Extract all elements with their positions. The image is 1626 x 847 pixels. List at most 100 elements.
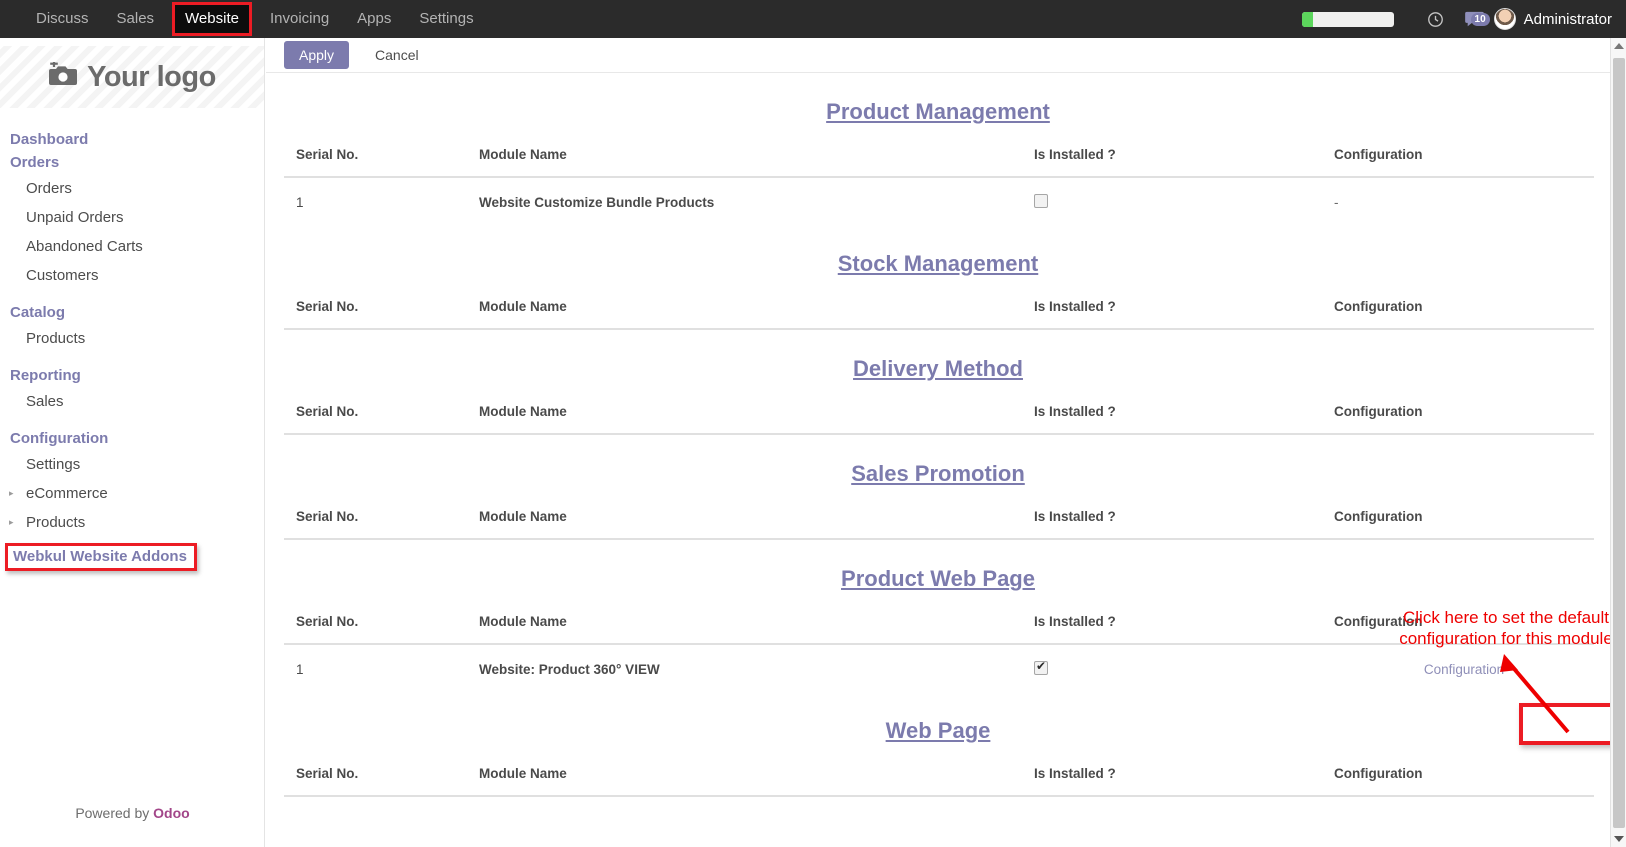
chevron-right-icon: ▸ [9,517,14,527]
sidebar-item-abandoned-carts[interactable]: Abandoned Carts [26,238,143,255]
sidebar-header-configuration[interactable]: Configuration [10,430,109,447]
cell-module-name: Website: Product 360° VIEW [479,662,660,677]
sidebar-header-dashboard[interactable]: Dashboard [10,131,89,148]
apply-button[interactable]: Apply [284,41,350,69]
sidebar-item-ecommerce[interactable]: ▸ eCommerce [0,479,264,508]
table-row: 1 Website Customize Bundle Products - [284,177,1594,225]
table-header-serial: Serial No. [284,141,479,178]
messages-button[interactable]: 10 [1464,11,1490,28]
section-title: Product Web Page [841,566,1035,591]
configuration-link[interactable]: Configuration [1423,662,1505,677]
table-header-configuration: Configuration [1334,608,1594,645]
modules-table: Serial No. Module Name Is Installed ? Confi… [284,141,1594,225]
nav-item-invoicing[interactable]: Invoicing [269,10,330,27]
avatar[interactable] [1493,8,1516,30]
table-header-configuration: Configuration [1334,293,1594,330]
installed-checkbox[interactable] [1034,659,1048,675]
scrollbar-thumb[interactable] [1613,58,1625,828]
odoo-brand: Odoo [153,805,190,821]
sidebar-spacer [0,290,264,301]
camera-add-icon [48,59,78,93]
modules-table: Serial No. Module Name Is Installed ? Confi… [284,293,1594,330]
table-header-installed: Is Installed ? [1034,608,1334,645]
cell-configuration: Configuration [1334,644,1594,692]
table-header-row: Serial No. Module Name Is Installed ? Confi… [284,608,1594,645]
nav-item-website[interactable]: Website [172,2,252,36]
module-section: Web Page Serial No. Module Name Is Installe… [284,692,1594,797]
cell-configuration: - [1334,177,1594,225]
sidebar-item-settings[interactable]: Settings [26,456,81,473]
sidebar-header-orders[interactable]: Orders [10,154,60,171]
cancel-button[interactable]: Cancel [361,42,433,68]
nav-item-settings[interactable]: Settings [419,10,474,27]
cell-installed [1034,644,1334,692]
modules-table: Serial No. Module Name Is Installed ? Confi… [284,760,1594,797]
clock-icon[interactable] [1427,11,1444,28]
table-header-module: Module Name [479,293,1034,330]
table-header-serial: Serial No. [284,760,479,797]
progress-bar-fill [1301,11,1313,27]
sidebar-item-label: eCommerce [26,485,108,502]
nav-item-sales[interactable]: Sales [116,10,155,27]
module-section: Product Web Page Serial No. Module Name Is … [284,540,1594,692]
sidebar-item-unpaid-orders[interactable]: Unpaid Orders [26,209,124,226]
table-header-module: Module Name [479,141,1034,178]
scroll-down-arrow-icon[interactable] [1611,831,1626,847]
sidebar-header-reporting[interactable]: Reporting [10,367,81,384]
nav-item-apps[interactable]: Apps [357,10,392,27]
main-content: Apply Cancel Product Management Serial No… [266,38,1610,847]
section-title: Web Page [885,718,991,743]
scroll-up-arrow-icon[interactable] [1611,38,1626,54]
table-header-serial: Serial No. [284,503,479,540]
sidebar-item-reporting-sales[interactable]: Sales [26,393,64,410]
section-title: Stock Management [837,251,1039,276]
table-header-installed: Is Installed ? [1034,141,1334,178]
sidebar-item-customers[interactable]: Customers [26,267,99,284]
powered-by-text: Powered by [75,805,154,821]
table-row: 1 Website: Product 360° VIEW Configuration [284,644,1594,692]
modules-table: Serial No. Module Name Is Installed ? Confi… [284,608,1594,692]
navbar-menu: Discuss Sales Website Invoicing Apps Set… [22,0,488,38]
table-header-serial: Serial No. [284,398,479,435]
section-title: Product Management [826,99,1050,124]
table-header-installed: Is Installed ? [1034,503,1334,540]
progress-bar [1301,11,1394,27]
nav-item-discuss[interactable]: Discuss [36,10,89,27]
sidebar-item-webkul-website-addons[interactable]: Webkul Website Addons [5,543,197,571]
sidebar: Your logo Dashboard Orders Orders Unpaid… [0,38,265,847]
sidebar-spacer [0,416,264,427]
modules-table: Serial No. Module Name Is Installed ? Confi… [284,503,1594,540]
table-header-module: Module Name [479,608,1034,645]
table-header-serial: Serial No. [284,608,479,645]
section-title: Delivery Method [853,356,1023,381]
cell-serial: 1 [296,662,304,677]
sidebar-item-catalog-products[interactable]: Products [26,330,86,347]
sidebar-menu: Dashboard Orders Orders Unpaid Orders Ab… [0,108,264,571]
installed-checkbox[interactable] [1034,194,1048,208]
sidebar-item-config-products[interactable]: ▸ Products [0,508,264,537]
modules-table: Serial No. Module Name Is Installed ? Confi… [284,398,1594,435]
logo-text: Your logo [87,60,216,93]
top-navbar: Discuss Sales Website Invoicing Apps Set… [0,0,1626,38]
sidebar-item-label: Products [26,514,86,531]
sidebar-spacer [0,353,264,364]
powered-by-footer: Powered by Odoo [0,805,264,821]
table-header-installed: Is Installed ? [1034,398,1334,435]
chevron-right-icon: ▸ [9,488,14,498]
table-header-row: Serial No. Module Name Is Installed ? Confi… [284,398,1594,435]
logo-placeholder[interactable]: Your logo [0,46,264,108]
cell-installed [1034,177,1334,225]
cell-serial: 1 [296,195,304,210]
module-section: Product Management Serial No. Module Name I… [284,73,1594,225]
table-header-installed: Is Installed ? [1034,760,1334,797]
table-header-row: Serial No. Module Name Is Installed ? Confi… [284,141,1594,178]
vertical-scrollbar[interactable] [1610,38,1626,847]
table-header-row: Serial No. Module Name Is Installed ? Confi… [284,503,1594,540]
sidebar-header-catalog[interactable]: Catalog [10,304,66,321]
sidebar-item-orders[interactable]: Orders [26,180,72,197]
navbar-right-tools: 10 Administrator [1301,0,1626,38]
cell-module-name: Website Customize Bundle Products [479,195,715,210]
table-header-installed: Is Installed ? [1034,293,1334,330]
table-header-configuration: Configuration [1334,760,1594,797]
user-name[interactable]: Administrator [1523,10,1612,28]
